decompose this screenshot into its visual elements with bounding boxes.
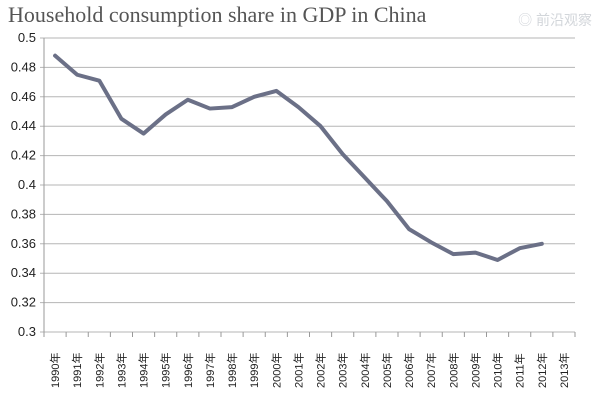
data-point (473, 251, 477, 255)
y-tick-label: 0.36 (11, 236, 36, 251)
data-point (496, 258, 500, 262)
x-tick-label: 2002年 (314, 353, 328, 388)
x-tick-label: 2007年 (424, 353, 438, 388)
x-tick-label: 2005年 (380, 353, 394, 388)
data-point (518, 246, 522, 250)
y-tick-label: 0.46 (11, 89, 36, 104)
data-point (208, 107, 212, 111)
data-point (429, 240, 433, 244)
x-tick-label: 1994年 (137, 353, 151, 388)
x-tick-label: 2003年 (336, 353, 350, 388)
data-point (363, 176, 367, 180)
data-point (164, 112, 168, 116)
data-point (186, 98, 190, 102)
x-tick-label: 2000年 (269, 353, 283, 388)
data-point (319, 124, 323, 128)
series-line (53, 53, 544, 262)
y-tick-label: 0.48 (11, 59, 36, 74)
x-tick-label: 1991年 (70, 353, 84, 388)
data-point (296, 105, 300, 109)
x-tick-label: 2011年 (513, 353, 527, 388)
data-point (540, 242, 544, 246)
x-tick-label: 1995年 (159, 353, 173, 388)
x-tick-label: 2010年 (491, 353, 505, 388)
x-tick-label: 2004年 (358, 353, 372, 388)
data-point (142, 132, 146, 136)
x-tick-label: 1992年 (92, 353, 106, 388)
x-tick-label: 2012年 (535, 353, 549, 388)
y-tick-label: 0.4 (18, 177, 36, 192)
data-point (230, 105, 234, 109)
x-tick-label: 2009年 (468, 353, 482, 388)
y-tick-label: 0.44 (11, 118, 36, 133)
x-tick-label: 1990年 (48, 353, 62, 388)
x-tick-label: 2013年 (557, 353, 571, 388)
y-tick-label: 0.34 (11, 265, 36, 280)
data-point (274, 89, 278, 93)
y-tick-label: 0.38 (11, 206, 36, 221)
data-point (407, 227, 411, 231)
data-point (252, 95, 256, 99)
x-tick-label: 2008年 (446, 353, 460, 388)
data-point (341, 152, 345, 156)
y-tick-label: 0.42 (11, 148, 36, 163)
data-point (451, 252, 455, 256)
x-tick-label: 1999年 (247, 353, 261, 388)
x-tick-label: 2006年 (402, 353, 416, 388)
data-point (97, 79, 101, 83)
y-tick-label: 0.3 (18, 324, 36, 339)
data-point (119, 117, 123, 121)
y-tick-label: 0.5 (18, 30, 36, 45)
x-tick-label: 2001年 (291, 353, 305, 388)
data-point (385, 199, 389, 203)
x-tick-label: 1996年 (181, 353, 195, 388)
data-point (75, 73, 79, 77)
data-point (53, 54, 57, 58)
x-tick-label: 1997年 (203, 353, 217, 388)
x-tick-label: 1998年 (225, 353, 239, 388)
watermark-logo: ◎ 前沿观察 (518, 12, 592, 28)
x-tick-label: 1993年 (114, 353, 128, 388)
chart-title: Household consumption share in GDP in Ch… (8, 2, 427, 27)
y-tick-label: 0.32 (11, 295, 36, 310)
